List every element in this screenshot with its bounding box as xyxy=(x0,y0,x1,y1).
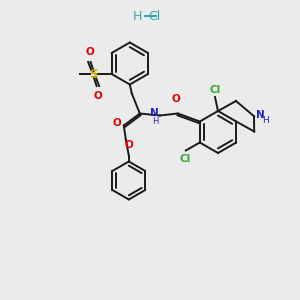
Text: O: O xyxy=(112,118,121,128)
Text: H: H xyxy=(152,117,159,126)
Text: H: H xyxy=(133,10,142,22)
Text: H: H xyxy=(262,116,269,125)
Text: O: O xyxy=(93,91,102,101)
Text: N: N xyxy=(150,109,159,118)
Text: O: O xyxy=(85,47,94,57)
Text: O: O xyxy=(171,94,180,104)
Text: N: N xyxy=(256,110,265,120)
Text: Cl: Cl xyxy=(179,154,190,164)
Text: Cl: Cl xyxy=(209,85,220,95)
Text: Cl: Cl xyxy=(148,10,160,22)
Text: S: S xyxy=(89,68,98,80)
Text: O: O xyxy=(124,140,133,151)
